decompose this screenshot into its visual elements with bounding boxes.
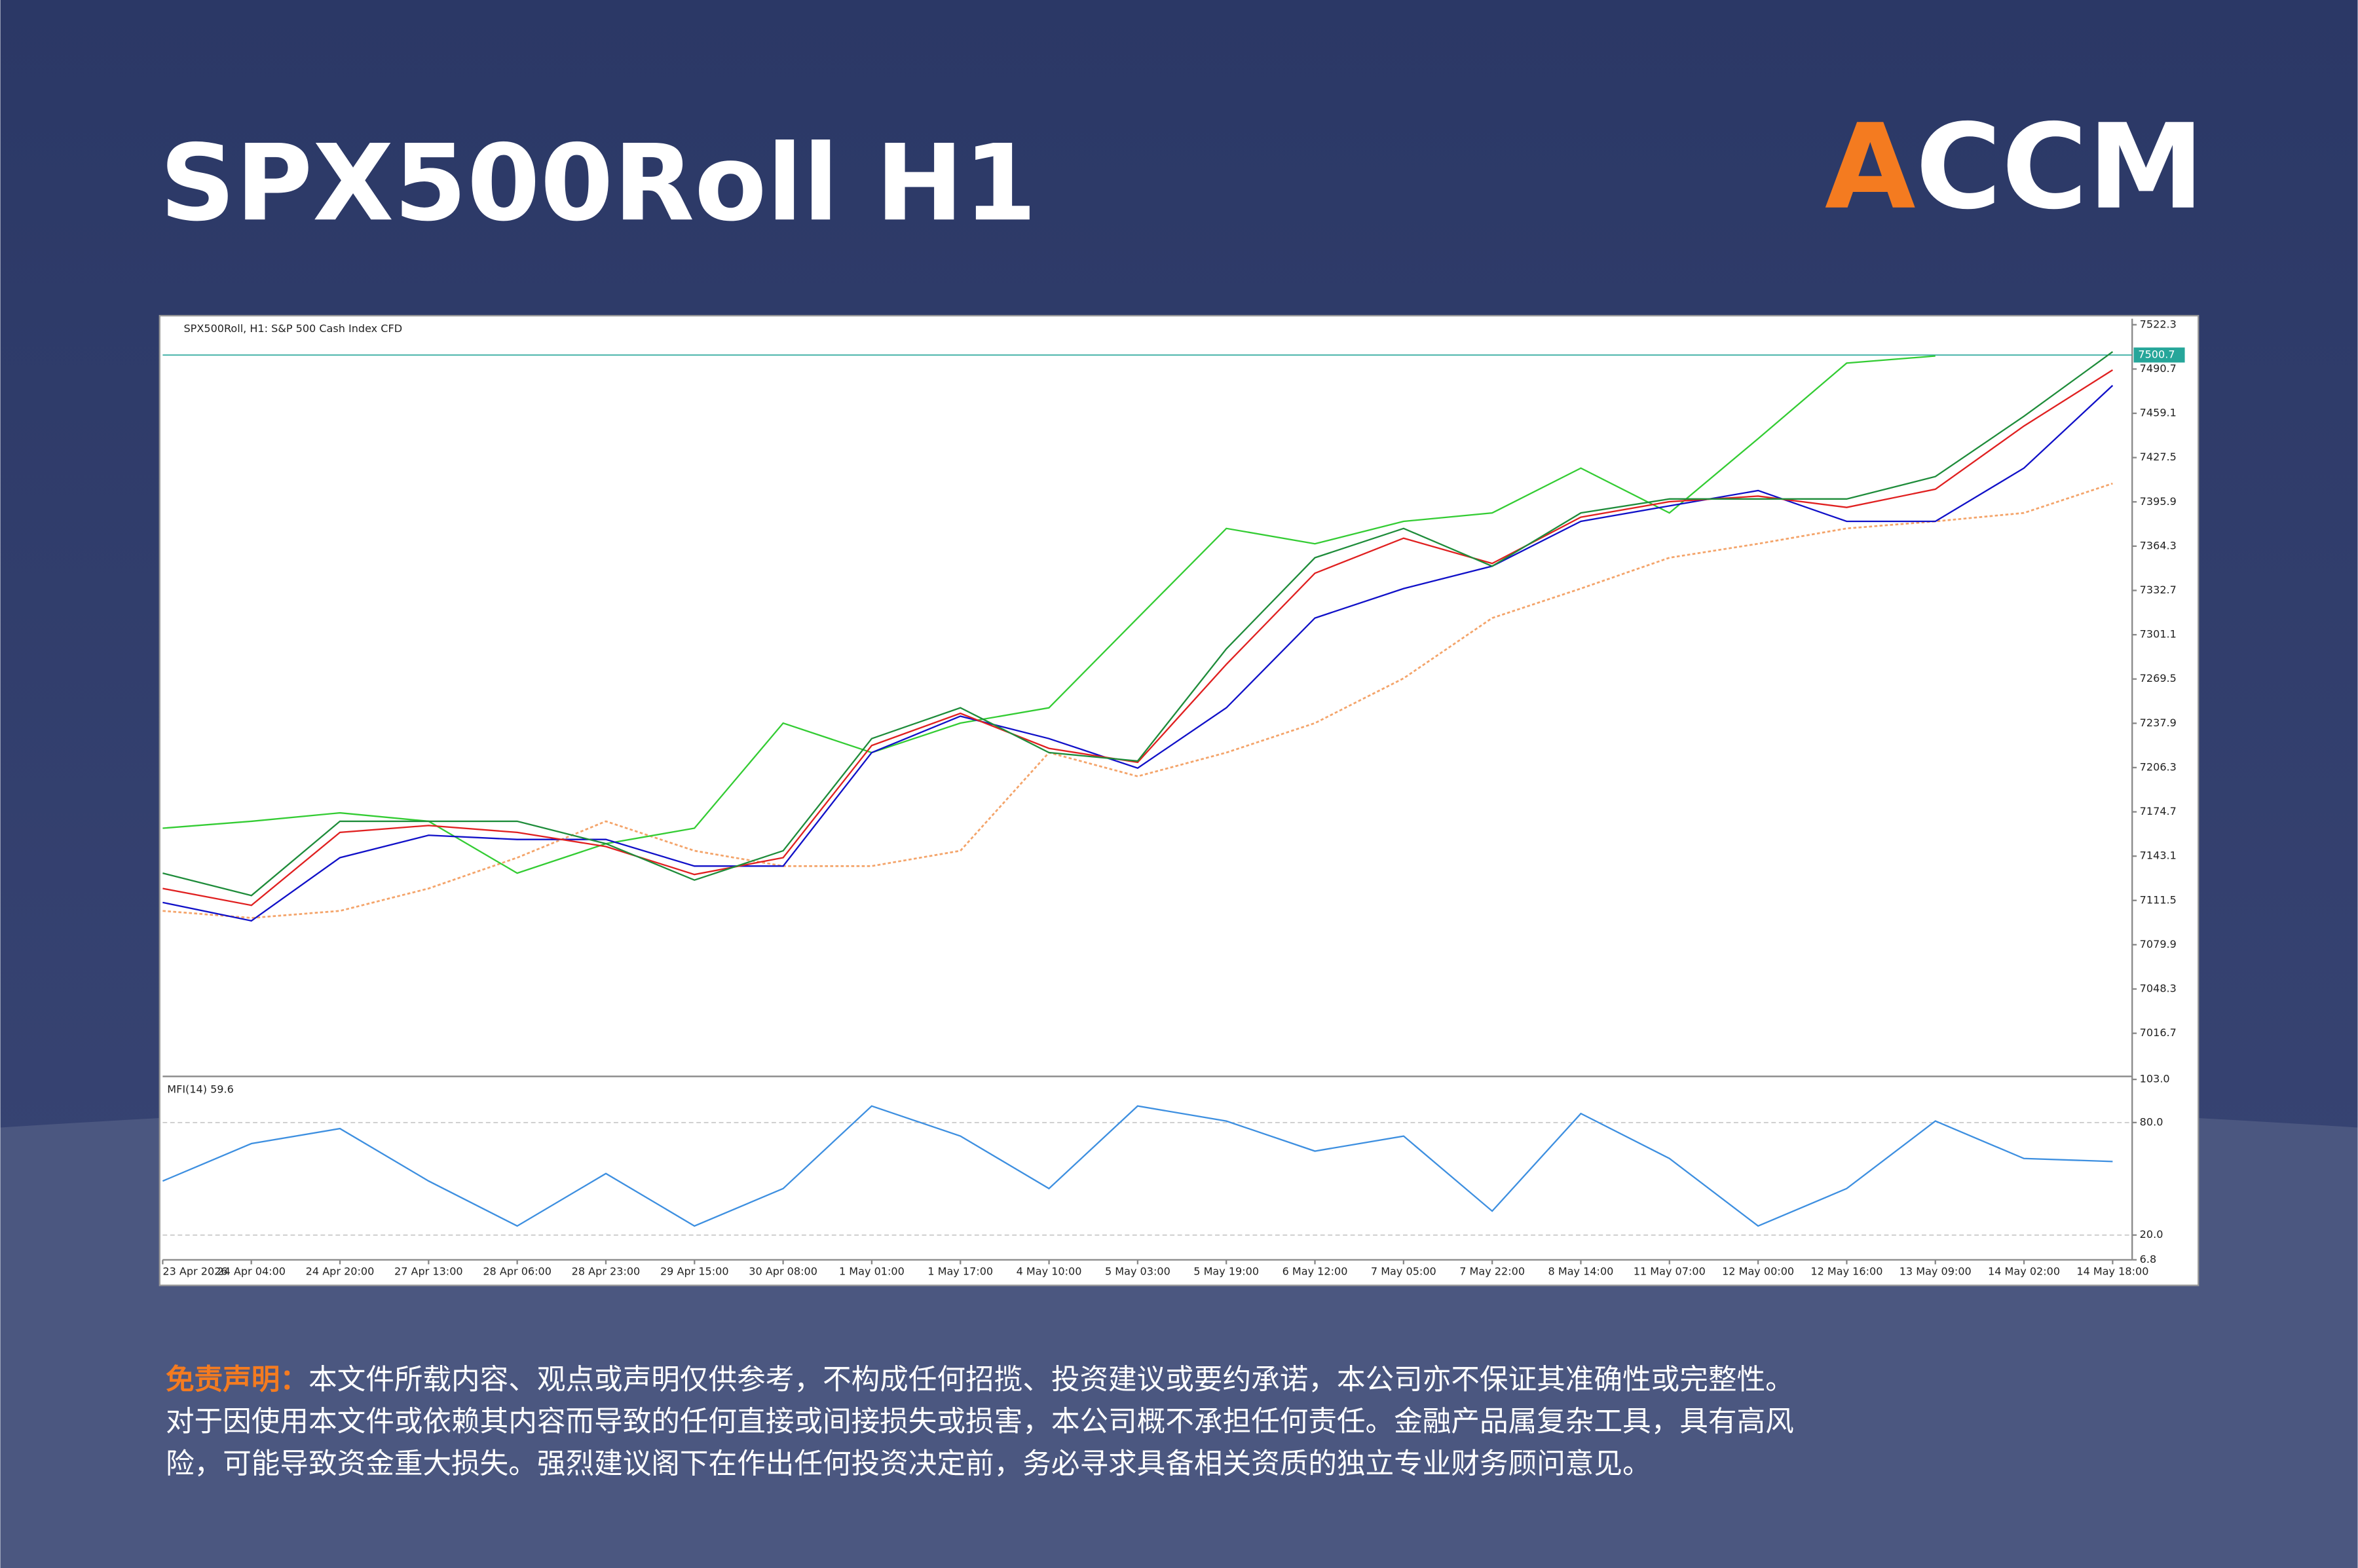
disclaimer-text: 本文件所载内容、观点或声明仅供参考，不构成任何招揽、投资建议或要约承诺，本公司亦… bbox=[309, 1364, 1794, 1396]
x-tick-label: 1 May 01:00 bbox=[839, 1265, 905, 1277]
x-tick-label: 13 May 09:00 bbox=[1900, 1265, 1972, 1277]
series-line bbox=[162, 482, 2113, 919]
x-tick-label: 12 May 16:00 bbox=[1810, 1265, 1882, 1277]
y-tick-label: 7143.1 bbox=[2140, 849, 2177, 862]
disclaimer-label: 免责声明： bbox=[166, 1364, 309, 1396]
series-line bbox=[162, 369, 2113, 906]
y-tick-label: 7459.1 bbox=[2140, 407, 2177, 419]
x-tick-label: 29 Apr 15:00 bbox=[660, 1265, 729, 1277]
x-tick-label: 1 May 17:00 bbox=[927, 1265, 993, 1277]
disclaimer-line: 对于因使用本文件或依赖其内容而导致的任何直接或间接损失或损害，本公司概不承担任何… bbox=[166, 1406, 1794, 1438]
y-tick-label: 20.0 bbox=[2140, 1228, 2163, 1241]
x-tick-label: 28 Apr 06:00 bbox=[483, 1265, 552, 1277]
x-tick-label: 30 Apr 08:00 bbox=[749, 1265, 817, 1277]
x-tick-label: 23 Apr 2026 bbox=[162, 1265, 227, 1277]
y-tick-label: 103.0 bbox=[2140, 1073, 2170, 1085]
series-line bbox=[162, 351, 2114, 897]
disclaimer-line: 免责声明：本文件所载内容、观点或声明仅供参考，不构成任何招揽、投资建议或要约承诺… bbox=[166, 1364, 1794, 1396]
y-tick-label: 7079.9 bbox=[2140, 938, 2177, 950]
x-tick-label: 14 May 02:00 bbox=[1988, 1265, 2060, 1277]
series-line bbox=[162, 355, 1936, 874]
x-tick-label: 28 Apr 23:00 bbox=[572, 1265, 641, 1277]
x-tick-label: 4 May 10:00 bbox=[1017, 1265, 1082, 1277]
y-tick-label: 7237.9 bbox=[2140, 717, 2177, 729]
y-tick-label: 80.0 bbox=[2140, 1115, 2163, 1128]
y-tick-label: 7490.7 bbox=[2140, 362, 2177, 375]
mfi-header: MFI(14) 59.6 bbox=[167, 1083, 234, 1096]
series-line bbox=[162, 384, 2114, 922]
x-tick-label: 8 May 14:00 bbox=[1548, 1265, 1614, 1277]
x-tick-label: 27 Apr 13:00 bbox=[394, 1265, 463, 1277]
chart-panel bbox=[159, 314, 2199, 1286]
x-tick-label: 5 May 03:00 bbox=[1105, 1265, 1170, 1277]
y-tick-label: 7522.3 bbox=[2140, 318, 2177, 330]
y-tick-label: 7048.3 bbox=[2140, 982, 2177, 994]
x-tick-label: 24 Apr 04:00 bbox=[217, 1265, 286, 1277]
y-tick-label: 7206.3 bbox=[2140, 760, 2177, 773]
y-tick-label: 7301.1 bbox=[2140, 628, 2177, 641]
x-tick-label: 12 May 00:00 bbox=[1722, 1265, 1794, 1277]
x-tick-label: 11 May 07:00 bbox=[1634, 1265, 1706, 1277]
last-price-label: 7500.7 bbox=[2138, 348, 2175, 361]
series-line bbox=[162, 1105, 2113, 1227]
disclaimer-line: 险，可能导致资金重大损失。强烈建议阁下在作出任何投资决定前，务必寻求具备相关资质… bbox=[166, 1447, 1651, 1480]
y-tick-label: 7174.7 bbox=[2140, 805, 2177, 817]
x-tick-label: 6 May 12:00 bbox=[1282, 1265, 1348, 1277]
chart-header: SPX500Roll, H1: S&P 500 Cash Index CFD bbox=[184, 322, 403, 335]
y-tick-label: 6.8 bbox=[2140, 1253, 2157, 1265]
x-tick-label: 7 May 05:00 bbox=[1371, 1265, 1436, 1277]
x-tick-label: 7 May 22:00 bbox=[1459, 1265, 1525, 1277]
y-tick-label: 7111.5 bbox=[2140, 893, 2177, 906]
y-tick-label: 7364.3 bbox=[2140, 539, 2177, 551]
y-tick-label: 7395.9 bbox=[2140, 495, 2177, 508]
last-price-box bbox=[2133, 347, 2185, 363]
y-tick-label: 7427.5 bbox=[2140, 451, 2177, 463]
y-tick-label: 7269.5 bbox=[2140, 672, 2177, 684]
y-tick-label: 7332.7 bbox=[2140, 584, 2177, 596]
x-tick-label: 24 Apr 20:00 bbox=[306, 1265, 375, 1277]
page-title: SPX500Roll H1 bbox=[160, 122, 1037, 244]
x-tick-label: 5 May 19:00 bbox=[1193, 1265, 1259, 1277]
logo: ACCM bbox=[1825, 100, 2204, 236]
x-tick-label: 14 May 18:00 bbox=[2076, 1265, 2148, 1277]
y-tick-label: 7016.7 bbox=[2140, 1026, 2177, 1039]
